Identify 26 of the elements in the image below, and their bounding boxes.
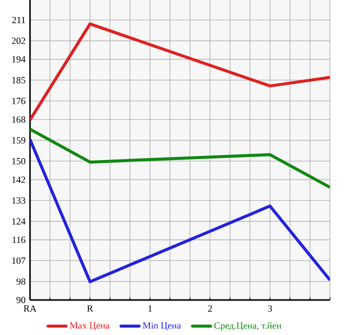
y-tick-label: 116: [12, 236, 26, 244]
line-series: [30, 138, 330, 284]
y-tick-label: 185: [12, 76, 26, 84]
legend-label: Max Цена: [70, 322, 110, 331]
y-tick-label: 159: [12, 137, 26, 144]
legend-label: Min Цена: [142, 322, 181, 331]
legend-label: Сред.Цена, т.йен: [214, 322, 282, 331]
x-tick-label: 3: [268, 305, 272, 312]
y-tick-label: 98: [16, 278, 26, 285]
x-tick-label: 1: [148, 305, 152, 312]
y-tick-label: 194: [12, 56, 26, 63]
y-tick-label: 150: [12, 158, 26, 164]
y-tick-label: 211: [12, 16, 26, 24]
x-tick-label: 2: [208, 305, 212, 312]
y-tick-label: 202: [12, 38, 26, 44]
line-series: [30, 128, 330, 189]
y-tick-label: 90: [16, 296, 26, 304]
y-tick-label: 133: [12, 197, 26, 204]
x-tick-label: R: [87, 305, 94, 312]
y-tick-label: 124: [12, 218, 26, 224]
y-tick-label: 107: [12, 257, 26, 264]
x-tick-label: RA: [24, 305, 37, 312]
line-series: [30, 22, 330, 122]
y-tick-label: 176: [12, 98, 26, 104]
y-tick-label: 142: [12, 176, 26, 183]
y-tick-label: 168: [12, 116, 26, 123]
